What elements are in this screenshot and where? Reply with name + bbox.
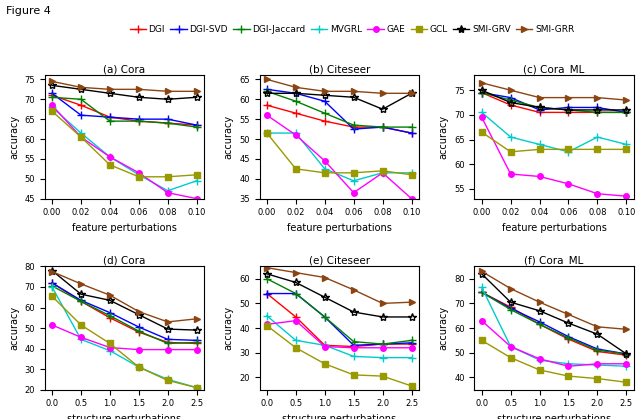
Y-axis label: accuracy: accuracy xyxy=(224,306,234,350)
Title: (a) Cora: (a) Cora xyxy=(103,65,145,75)
X-axis label: structure perturbations: structure perturbations xyxy=(497,414,611,419)
Title: (e) Citeseer: (e) Citeseer xyxy=(308,256,370,266)
Legend: DGI, DGI-SVD, DGI-Jaccard, MVGRL, GAE, GCL, SMI-GRV, SMI-GRR: DGI, DGI-SVD, DGI-Jaccard, MVGRL, GAE, G… xyxy=(128,23,576,36)
Y-axis label: accuracy: accuracy xyxy=(438,306,449,350)
Title: (f) Cora_ML: (f) Cora_ML xyxy=(524,256,584,266)
X-axis label: feature perturbations: feature perturbations xyxy=(72,223,177,233)
Y-axis label: accuracy: accuracy xyxy=(9,115,19,159)
X-axis label: structure perturbations: structure perturbations xyxy=(67,414,181,419)
Y-axis label: accuracy: accuracy xyxy=(438,115,449,159)
X-axis label: feature perturbations: feature perturbations xyxy=(502,223,607,233)
Text: Figure 4: Figure 4 xyxy=(6,6,51,16)
X-axis label: structure perturbations: structure perturbations xyxy=(282,414,396,419)
Y-axis label: accuracy: accuracy xyxy=(9,306,19,350)
Title: (b) Citeseer: (b) Citeseer xyxy=(308,65,370,75)
X-axis label: feature perturbations: feature perturbations xyxy=(287,223,392,233)
Title: (c) Cora_ML: (c) Cora_ML xyxy=(524,65,585,75)
Y-axis label: accuracy: accuracy xyxy=(224,115,234,159)
Title: (d) Cora: (d) Cora xyxy=(103,256,145,266)
